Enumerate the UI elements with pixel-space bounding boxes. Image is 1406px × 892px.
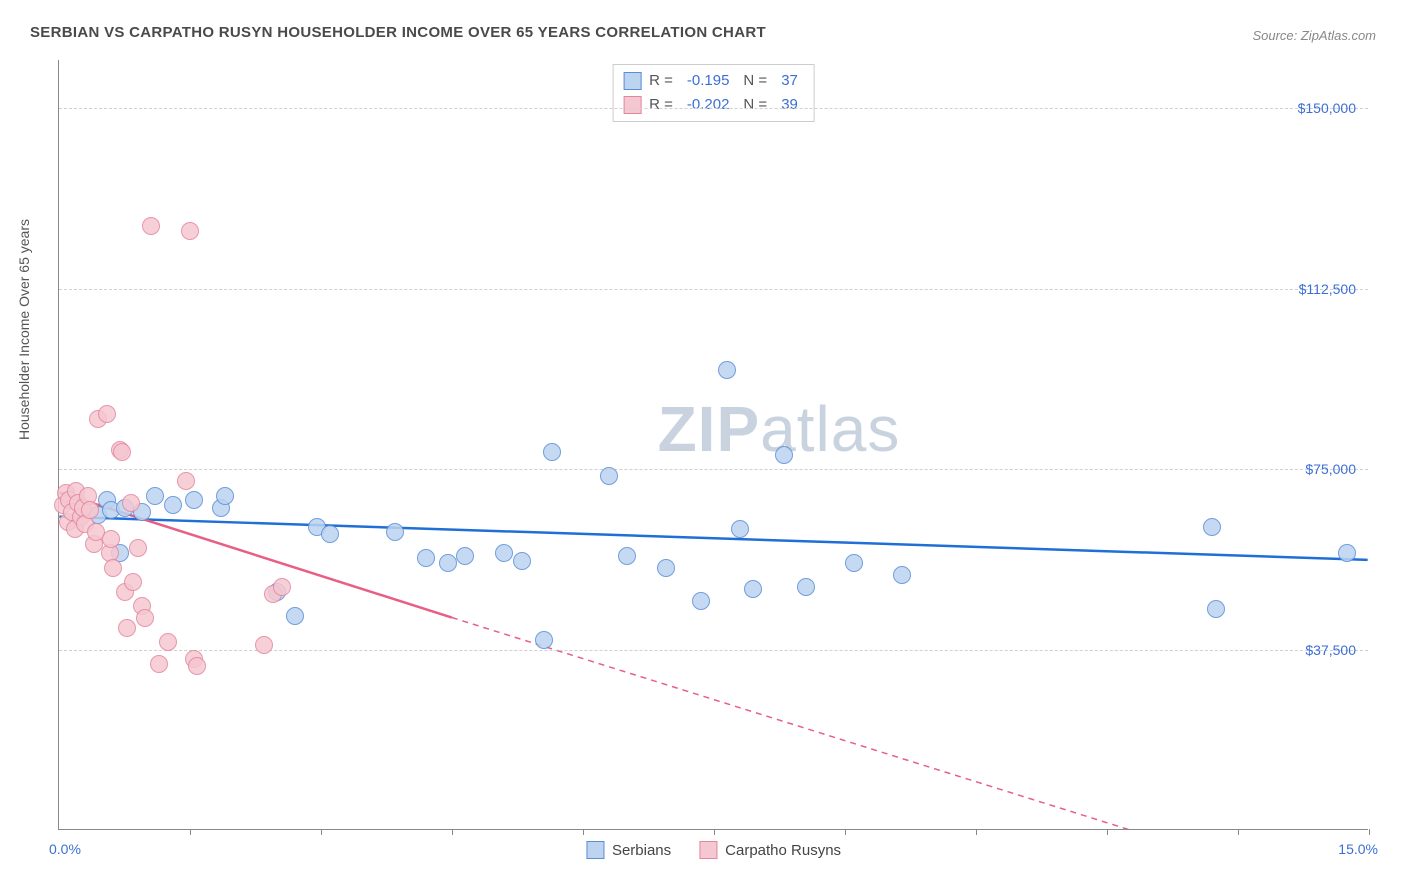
legend-swatch xyxy=(623,96,641,114)
data-point xyxy=(164,496,182,514)
data-point xyxy=(535,631,553,649)
data-point xyxy=(775,446,793,464)
data-point xyxy=(159,633,177,651)
data-point xyxy=(98,405,116,423)
data-point xyxy=(692,592,710,610)
gridline xyxy=(59,650,1368,651)
data-point xyxy=(255,636,273,654)
x-tick xyxy=(714,829,715,835)
x-tick xyxy=(321,829,322,835)
gridline xyxy=(59,108,1368,109)
r-value: -0.202 xyxy=(681,93,736,117)
trend-lines xyxy=(59,60,1368,829)
data-point xyxy=(124,573,142,591)
data-point xyxy=(417,549,435,567)
data-point xyxy=(657,559,675,577)
data-point xyxy=(181,222,199,240)
r-label: R = xyxy=(649,69,673,93)
n-value: 39 xyxy=(775,93,804,117)
data-point xyxy=(81,501,99,519)
data-point xyxy=(136,609,154,627)
correlation-legend: R = -0.195 N = 37 R = -0.202 N = 39 xyxy=(612,64,815,122)
data-point xyxy=(1207,600,1225,618)
legend-stat-row: R = -0.195 N = 37 xyxy=(623,69,804,93)
r-value: -0.195 xyxy=(681,69,736,93)
data-point xyxy=(456,547,474,565)
data-point xyxy=(142,217,160,235)
y-axis-title: Householder Income Over 65 years xyxy=(16,219,32,440)
n-label: N = xyxy=(743,93,767,117)
data-point xyxy=(893,566,911,584)
data-point xyxy=(150,655,168,673)
data-point xyxy=(618,547,636,565)
x-tick xyxy=(1369,829,1370,835)
y-tick-label: $75,000 xyxy=(1305,461,1356,477)
legend-stat-row: R = -0.202 N = 39 xyxy=(623,93,804,117)
data-point xyxy=(129,539,147,557)
x-tick xyxy=(1238,829,1239,835)
data-point xyxy=(113,443,131,461)
legend-item: Carpatho Rusyns xyxy=(699,841,841,859)
scatter-plot: ZIPatlas R =-0.195N =37R =-0.202N =39 0.… xyxy=(58,60,1368,830)
data-point xyxy=(118,619,136,637)
data-point xyxy=(102,530,120,548)
data-point xyxy=(216,487,234,505)
data-point xyxy=(1203,518,1221,536)
y-tick-label: $112,500 xyxy=(1299,281,1356,297)
y-tick-label: $150,000 xyxy=(1298,100,1356,116)
data-point xyxy=(122,494,140,512)
data-point xyxy=(273,578,291,596)
data-point xyxy=(286,607,304,625)
data-point xyxy=(797,578,815,596)
x-axis-min-label: 0.0% xyxy=(49,841,81,857)
source-attribution: Source: ZipAtlas.com xyxy=(1252,28,1376,43)
gridline xyxy=(59,469,1368,470)
data-point xyxy=(146,487,164,505)
x-tick xyxy=(1107,829,1108,835)
legend-swatch xyxy=(586,841,604,859)
x-tick xyxy=(976,829,977,835)
data-point xyxy=(845,554,863,572)
data-point xyxy=(177,472,195,490)
gridline xyxy=(59,289,1368,290)
data-point xyxy=(185,491,203,509)
legend-item: Serbians xyxy=(586,841,671,859)
data-point xyxy=(386,523,404,541)
x-tick xyxy=(190,829,191,835)
data-point xyxy=(744,580,762,598)
n-label: N = xyxy=(743,69,767,93)
data-point xyxy=(600,467,618,485)
legend-label: Carpatho Rusyns xyxy=(725,842,841,859)
data-point xyxy=(321,525,339,543)
data-point xyxy=(513,552,531,570)
x-tick xyxy=(452,829,453,835)
x-tick xyxy=(583,829,584,835)
data-point xyxy=(543,443,561,461)
y-tick-label: $37,500 xyxy=(1305,642,1356,658)
data-point xyxy=(188,657,206,675)
legend-label: Serbians xyxy=(612,842,671,859)
x-axis-max-label: 15.0% xyxy=(1338,841,1378,857)
legend-swatch xyxy=(623,72,641,90)
data-point xyxy=(718,361,736,379)
data-point xyxy=(495,544,513,562)
legend-swatch xyxy=(699,841,717,859)
chart-title: SERBIAN VS CARPATHO RUSYN HOUSEHOLDER IN… xyxy=(30,24,766,41)
data-point xyxy=(104,559,122,577)
data-point xyxy=(731,520,749,538)
n-value: 37 xyxy=(775,69,804,93)
data-point xyxy=(1338,544,1356,562)
r-label: R = xyxy=(649,93,673,117)
x-tick xyxy=(845,829,846,835)
data-point xyxy=(439,554,457,572)
series-legend: Serbians Carpatho Rusyns xyxy=(586,841,841,859)
